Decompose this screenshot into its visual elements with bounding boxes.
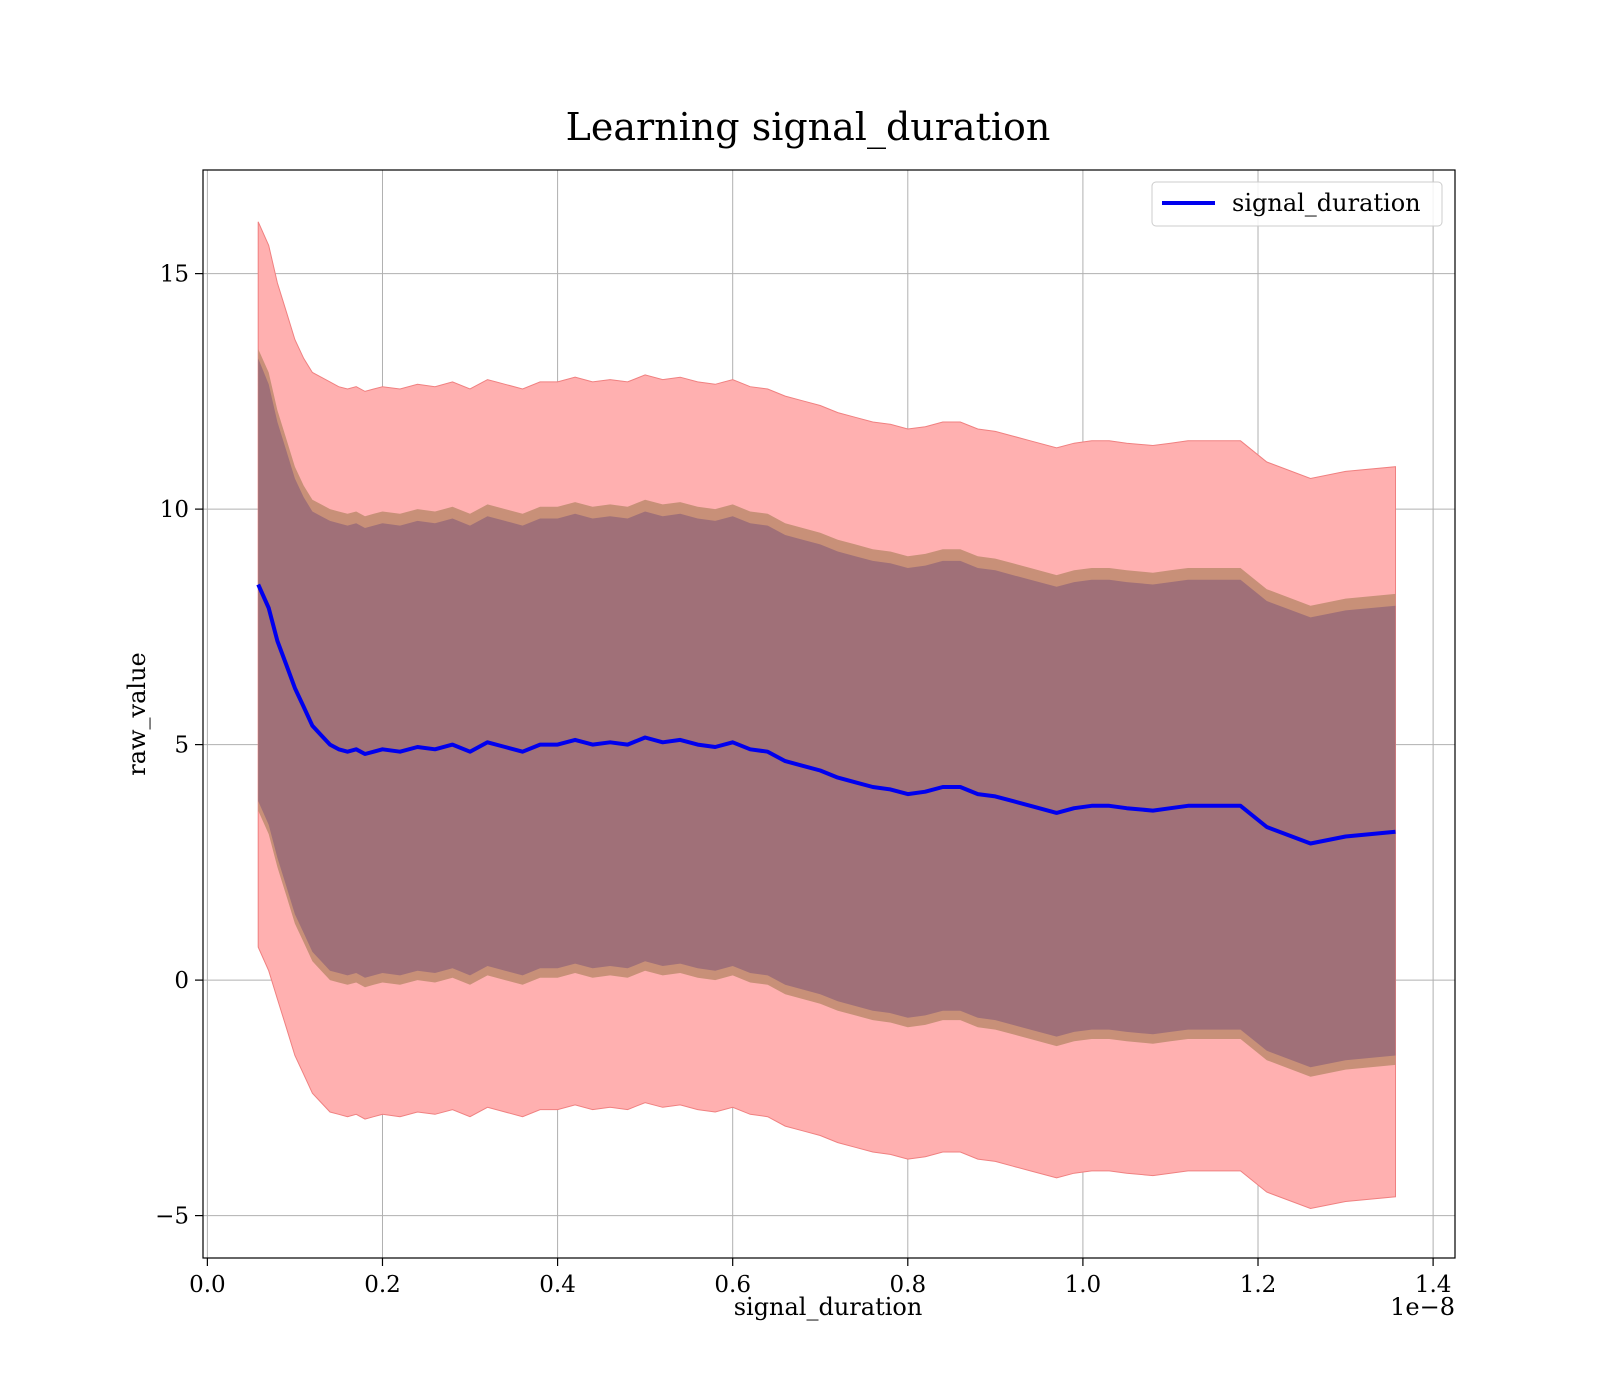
y-tick-label-2: 5 (174, 733, 189, 759)
y-tick-label-0: −5 (155, 1204, 189, 1230)
legend-label: signal_duration (1232, 189, 1421, 217)
y-axis-ticks: −5 0 5 10 15 (155, 262, 203, 1230)
bands (257, 221, 1396, 1210)
x-tick-label-4: 0.8 (890, 1272, 927, 1298)
x-tick-label-6: 1.2 (1240, 1272, 1277, 1298)
x-tick-label-0: 0.0 (189, 1272, 226, 1298)
y-tick-label-1: 0 (174, 968, 189, 994)
legend-box (1151, 181, 1443, 227)
y-axis-label: raw_value (123, 652, 151, 776)
plot-frame (202, 169, 1456, 1259)
x-axis-ticks: 0.0 0.2 0.4 0.6 0.8 1.0 1.2 1.4 (189, 1258, 1451, 1298)
chart-title: Learning signal_duration (566, 105, 1051, 150)
y-tick-label-3: 10 (160, 497, 189, 523)
x-tick-label-5: 1.0 (1065, 1272, 1102, 1298)
x-tick-label-1: 0.2 (364, 1272, 401, 1298)
band-inner (258, 358, 1396, 1068)
legend: signal_duration (1151, 181, 1443, 227)
series-line-signal-duration (256, 583, 1396, 846)
x-axis-offset-text: 1e−8 (1390, 1293, 1455, 1321)
x-tick-label-2: 0.4 (539, 1272, 576, 1298)
x-axis-label: signal_duration (734, 1293, 923, 1321)
y-tick-label-4: 15 (160, 262, 189, 288)
series-lines (256, 583, 1396, 846)
x-tick-label-3: 0.6 (714, 1272, 751, 1298)
x-tick-label-7: 1.4 (1415, 1272, 1452, 1298)
